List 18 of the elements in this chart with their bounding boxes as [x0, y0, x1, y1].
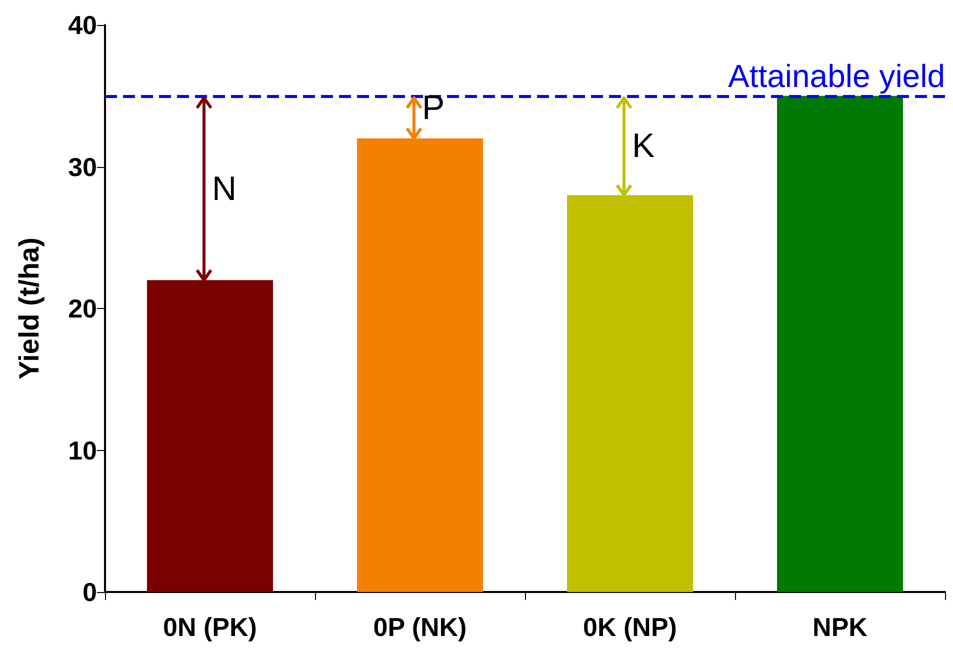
- y-tick-label: 0: [82, 577, 97, 607]
- y-tick-label: 10: [68, 435, 97, 466]
- y-tick-label: 40: [68, 10, 97, 40]
- annotation: P: [422, 89, 445, 128]
- bar: [147, 280, 273, 592]
- y-axis-title: Yield (t/ha): [14, 237, 44, 380]
- x-tick-label: 0K (NP): [583, 612, 677, 642]
- annotation: K: [632, 127, 655, 166]
- y-tick-label: 30: [68, 152, 97, 182]
- x-tick-label: 0N (PK): [163, 612, 257, 642]
- annotation: N: [212, 170, 237, 208]
- bar: [357, 138, 483, 592]
- y-tick-label: 20: [68, 294, 97, 324]
- x-tick-label: 0P (NK): [373, 612, 467, 642]
- ref-line-label: Attainable yield: [728, 58, 945, 94]
- x-tick-label: NPK: [812, 612, 868, 642]
- bar: [567, 195, 693, 592]
- bar: [777, 96, 903, 592]
